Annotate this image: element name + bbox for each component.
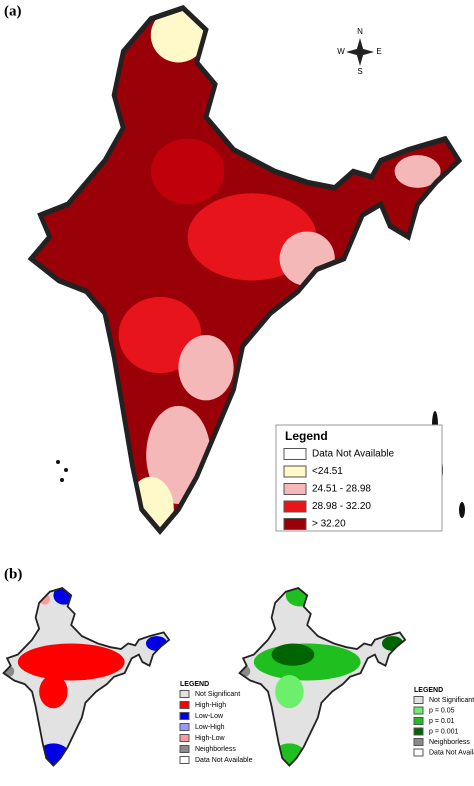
legend-label: Not Significant xyxy=(195,691,240,698)
legend: Legend Data Not Available <24.51 24.51 - 2… xyxy=(275,424,443,532)
legend-label: p = 0.001 xyxy=(429,728,458,735)
legend: LEGEND Not Significant p = 0.05 p = 0.01 p … xyxy=(413,687,474,757)
legend-swatch xyxy=(179,701,190,709)
legend-label: Data Not Available xyxy=(312,449,395,460)
legend-swatch xyxy=(283,483,307,495)
compass-n: N xyxy=(357,27,363,36)
map-b-lisa xyxy=(2,587,171,767)
legend-label: p = 0.01 xyxy=(429,718,455,725)
legend-label: <24.51 xyxy=(312,466,343,477)
legend: LEGEND Not Significant High-High Low-Low Lo… xyxy=(179,681,253,764)
legend-label: 28.98 - 32.20 xyxy=(312,501,371,512)
legend-swatch xyxy=(283,448,307,460)
legend-label: Low-High xyxy=(195,724,225,731)
legend-swatch xyxy=(283,500,307,513)
legend-title: LEGEND xyxy=(414,687,443,694)
compass: N S W E xyxy=(337,27,381,76)
legend-swatch xyxy=(283,465,307,478)
legend-label: p = 0.05 xyxy=(429,707,455,714)
legend-swatch xyxy=(179,690,190,698)
legend-swatch xyxy=(179,745,190,753)
legend-swatch xyxy=(179,712,190,720)
legend-label: Low-Low xyxy=(195,713,224,720)
legend-swatch xyxy=(413,748,424,757)
legend-swatch xyxy=(413,738,424,746)
legend-label: > 32.20 xyxy=(312,519,346,530)
panel-label: (b) xyxy=(4,566,22,582)
compass-w: W xyxy=(337,47,345,56)
compass-s: S xyxy=(357,67,362,76)
legend-swatch xyxy=(179,734,190,742)
legend-title: LEGEND xyxy=(180,681,209,688)
legend-swatch xyxy=(413,727,424,736)
legend-swatch xyxy=(179,723,190,731)
legend-title: Legend xyxy=(285,429,328,443)
legend-label: Neighborless xyxy=(429,739,470,746)
legend-label: Data Not Available xyxy=(195,757,253,764)
panel-label: (a) xyxy=(4,3,22,19)
legend-label: Data Not Available xyxy=(429,749,474,756)
legend-swatch xyxy=(413,717,424,725)
legend-swatch xyxy=(413,706,424,715)
map-b-significance xyxy=(238,587,407,767)
legend-swatch xyxy=(179,756,190,764)
legend-label: Not Significant xyxy=(429,697,474,704)
map-a xyxy=(31,8,459,542)
legend-label: High-Low xyxy=(195,735,226,742)
legend-label: Neighborless xyxy=(195,746,236,753)
legend-swatch xyxy=(283,518,307,530)
legend-label: 24.51 - 28.98 xyxy=(312,484,371,495)
compass-e: E xyxy=(376,47,381,56)
legend-swatch xyxy=(413,696,424,704)
legend-label: High-High xyxy=(195,702,226,709)
